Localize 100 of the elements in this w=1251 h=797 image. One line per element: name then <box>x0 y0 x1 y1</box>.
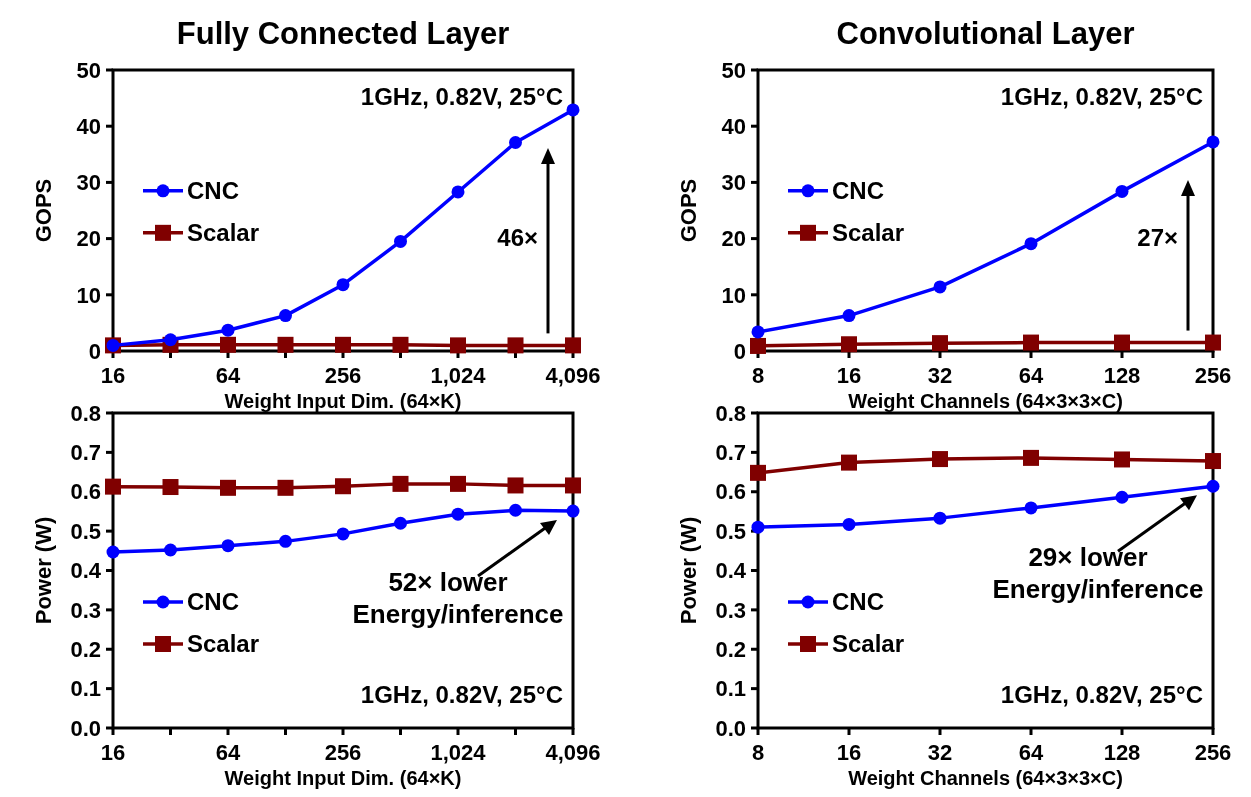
x-tick-label: 128 <box>1103 740 1141 765</box>
point <box>1206 479 1220 493</box>
point <box>1205 334 1221 351</box>
y-tick-label: 30 <box>721 170 746 196</box>
point <box>335 336 351 353</box>
annotation: 1GHz, 0.82V, 25°C <box>1000 681 1203 708</box>
point <box>1024 501 1038 515</box>
y-tick-label: 0.5 <box>70 518 101 544</box>
point <box>507 337 524 354</box>
x-tick-label: 8 <box>751 363 765 388</box>
x-tick-label: 64 <box>215 363 241 388</box>
point <box>1023 334 1039 351</box>
chart-title: Convolutional Layer <box>836 16 1135 51</box>
annotation: 1GHz, 0.82V, 25°C <box>1000 83 1203 110</box>
y-tick-label: 0.8 <box>70 400 101 426</box>
point <box>509 136 522 149</box>
y-tick-label: 0.6 <box>70 479 101 505</box>
y-tick-label: 50 <box>76 57 101 83</box>
point <box>1205 453 1221 470</box>
point <box>394 234 407 248</box>
point <box>1115 490 1129 504</box>
y-tick-label: 0.1 <box>715 676 746 702</box>
point <box>279 534 292 548</box>
point <box>1023 449 1039 466</box>
x-tick-label: 16 <box>836 363 862 388</box>
annotation: 1GHz, 0.82V, 25°C <box>360 681 563 708</box>
point <box>106 545 120 559</box>
y-tick-label: 0.7 <box>70 440 101 466</box>
point <box>1206 135 1220 149</box>
y-tick-label: 40 <box>721 113 746 139</box>
point <box>1024 237 1038 251</box>
y-tick-label: 10 <box>76 282 101 308</box>
annotation: 52× lower Energy/inference <box>352 567 564 630</box>
point <box>451 507 465 521</box>
point <box>1114 334 1130 351</box>
y-tick-label: 0.2 <box>715 636 746 662</box>
point <box>565 477 581 494</box>
y-tick-label: 0.2 <box>70 636 101 662</box>
x-tick-label: 16 <box>836 740 862 765</box>
point <box>336 527 350 541</box>
point <box>105 478 121 495</box>
x-tick-label: 16 <box>100 363 126 388</box>
point <box>394 516 407 530</box>
legend-label: CNC <box>187 177 239 205</box>
y-tick-label: 0 <box>733 338 746 364</box>
point <box>933 280 947 294</box>
point <box>392 475 409 492</box>
y-tick-label: 0.3 <box>715 597 746 623</box>
y-tick-label: 0.0 <box>715 715 746 741</box>
point <box>336 278 350 292</box>
point <box>277 336 294 353</box>
y-tick-label: 0.4 <box>70 558 102 584</box>
point <box>220 479 236 496</box>
point <box>450 337 466 354</box>
y-tick-label: 20 <box>721 226 746 252</box>
point <box>164 543 177 557</box>
x-tick-label: 256 <box>324 363 362 388</box>
legend-label: Scalar <box>832 630 905 658</box>
point <box>750 464 766 481</box>
point <box>750 337 766 354</box>
point <box>933 511 947 525</box>
point <box>509 503 522 517</box>
point <box>566 103 580 117</box>
y-tick-label: 30 <box>76 170 101 196</box>
legend-label: Scalar <box>187 630 260 658</box>
point <box>842 309 856 323</box>
x-tick-label: 32 <box>927 740 953 765</box>
y-tick-label: 50 <box>721 57 746 83</box>
point <box>277 479 294 496</box>
x-tick-label: 256 <box>324 740 362 765</box>
x-tick-label: 1,024 <box>430 740 487 765</box>
y-tick-label: 0.0 <box>70 715 101 741</box>
x-tick-label: 256 <box>1194 740 1232 765</box>
point <box>164 333 177 347</box>
x-tick-label: 128 <box>1103 363 1141 388</box>
y-tick-label: 20 <box>76 226 101 252</box>
point <box>221 323 235 337</box>
point <box>451 185 465 199</box>
point <box>279 309 292 323</box>
x-tick-label: 4,096 <box>545 363 601 388</box>
point <box>162 479 179 496</box>
legend-label: CNC <box>832 177 884 205</box>
point <box>565 337 581 354</box>
y-tick-label: 0.8 <box>715 400 746 426</box>
y-tick-label: 0.6 <box>715 479 746 505</box>
x-axis-title: Weight Channels (64×3×3×C) <box>848 767 1123 789</box>
point <box>221 539 235 553</box>
x-axis-title: Weight Channels (64×3×3×C) <box>848 390 1123 412</box>
legend-label: Scalar <box>832 219 905 247</box>
x-tick-label: 64 <box>215 740 241 765</box>
y-tick-label: 0.1 <box>70 676 101 702</box>
y-tick-label: 0.5 <box>715 518 746 544</box>
annotation: 27× <box>1137 223 1178 251</box>
legend-label: CNC <box>187 588 239 616</box>
y-tick-label: 10 <box>721 282 746 308</box>
x-axis-title: Weight Input Dim. (64×K) <box>224 390 462 412</box>
x-tick-label: 256 <box>1194 363 1232 388</box>
y-tick-label: 40 <box>76 113 101 139</box>
legend-label: CNC <box>832 588 884 616</box>
point <box>841 454 857 471</box>
